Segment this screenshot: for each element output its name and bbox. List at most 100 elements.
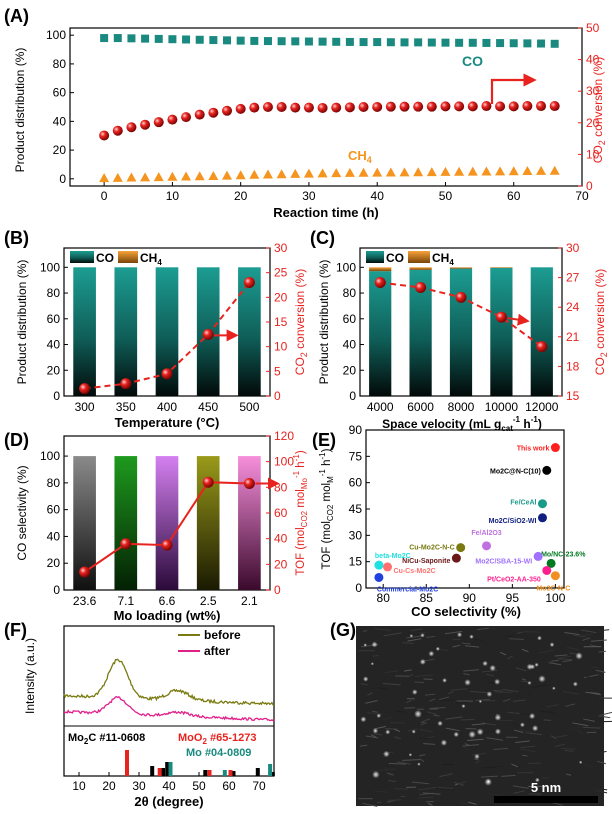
tem-bright-spot [417,762,421,766]
tem-fringe [503,698,511,702]
a-ytick-left-label: 80 [53,57,67,71]
e-point [550,443,560,453]
a-ytick-left-label: 40 [53,114,67,128]
tem-fringe [439,773,453,778]
tem-fringe [547,788,559,793]
tem-fringe [576,729,583,734]
a-conversion-point [331,102,342,113]
a-ch4-point [262,169,273,179]
a-ch4-point [358,167,369,177]
tem-fringe [564,749,574,752]
panel-a-xlabel: Reaction time (h) [273,205,378,220]
conversion-point [120,378,132,390]
tem-bright-spot [572,681,578,687]
tem-fringe [582,637,591,641]
tem-fringe [472,638,484,641]
a-conversion-point [385,101,396,112]
tem-fringe [499,651,507,656]
tem-fringe [510,722,520,726]
tem-fringe [533,766,549,771]
f-reference-peak [222,770,227,776]
tem-fringe [423,743,436,745]
tem-fringe [557,658,573,661]
tem-fringe [445,716,463,720]
panel-f-ticks: 10 20 30 40 50 60 70 [72,772,266,793]
d-ytick-right-label: 100 [274,455,294,469]
panel-b-ticks: 0 20 40 60 80 100 0 5 10 15 20 25 30 300 350 400 450 500 [40,241,288,414]
e-ytick-label: 0 [355,581,362,595]
ytick-left-label: 40 [343,338,357,352]
category-label: 350 [116,400,136,414]
panel-b-xlabel: Temperature (°C) [115,415,220,430]
a-conversion-point [317,102,328,113]
tem-bright-spot [469,634,474,639]
e-point-label: Cu-Cs-Mo2C [394,568,436,575]
d-ytick-right-label: 40 [274,532,288,546]
tem-bright-spot [437,720,443,727]
tem-fringe [509,638,524,641]
tem-bright-spot [534,662,539,667]
panel-a-marks [99,34,560,183]
tem-fringe [370,734,377,738]
tem-fringe [468,801,477,805]
d-category-label: 2.1 [241,594,258,608]
tem-bright-spot [363,643,367,647]
e-point-label: Fe/Al2O3 [471,530,501,537]
tem-fringe [450,688,468,691]
panel-c-legend-ch4: CH4 [432,251,454,267]
a-co-point [441,38,450,47]
a-ch4-point [303,168,314,178]
d-ytick-left-label: 40 [47,529,61,543]
tem-fringe [433,799,440,802]
e-point [533,551,543,561]
tem-fringe [372,710,378,713]
e-point-label: Mo2C@N-C(10) [490,468,541,475]
tem-fringe [407,638,422,642]
a-xtick-label: 0 [101,189,108,203]
tem-fringe [499,695,509,699]
a-co-point [277,37,286,46]
tem-fringe [430,706,446,709]
a-ch4-point [385,167,396,177]
a-conversion-point [536,101,547,112]
a-conversion-point [262,102,273,112]
tem-fringe [407,673,414,678]
e-ytick-label: 75 [349,449,363,463]
tem-fringe [418,786,437,791]
ytick-left-label: 60 [47,312,61,326]
a-ch4-point [181,171,192,181]
f-xtick-label: 40 [162,779,176,793]
tem-fringe [584,763,595,768]
a-conversion-point [372,102,383,112]
tem-fringe [388,762,407,765]
co-bar [155,267,179,396]
tem-fringe [583,726,601,729]
d-ytick-left-label: 80 [47,476,61,490]
a-conversion-point [426,101,437,112]
a-conversion-point [276,102,287,112]
e-point-label: Mo2C-N-C [536,586,570,593]
a-co-point [455,38,464,47]
category-label: 8000 [448,400,475,414]
panel-c-marks [369,267,553,396]
panel-a: (A) 0 10 20 30 40 50 60 70 0 20 40 60 80 100 0 10 20 30… [4,6,607,220]
tem-fringe [538,649,554,654]
tem-bright-spot [486,779,491,784]
tem-fringe [418,796,434,799]
tem-fringe [546,704,560,708]
panel-b-legend-ch4: CH4 [140,251,162,267]
tem-fringe [554,743,566,748]
a-co-point [113,34,122,43]
f-xtick-label: 10 [72,779,86,793]
panel-b-legend-co-swatch [70,251,94,263]
a-xtick-label: 70 [575,189,589,203]
tem-bright-spot [476,728,484,736]
tem-fringe [425,635,436,639]
tem-fringe [389,745,400,749]
a-conversion-point [99,130,110,141]
a-conversion-point [399,101,410,112]
a-co-point [209,36,218,45]
e-point-label: Mo2C/SiO2-WI [489,518,537,525]
tem-fringe [471,723,486,726]
tem-bright-spot [530,664,536,670]
